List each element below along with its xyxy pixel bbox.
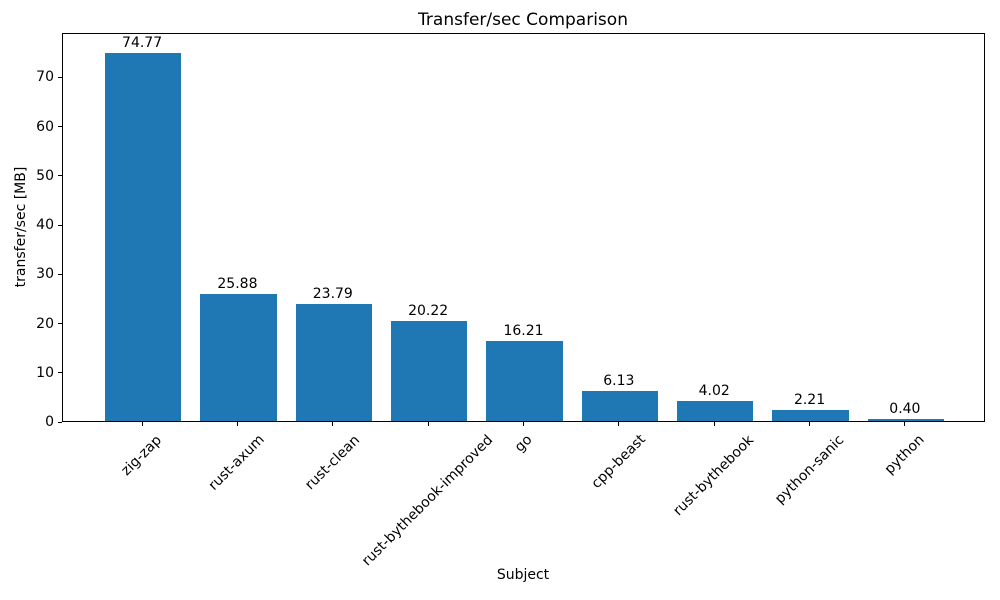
bar-value-label: 6.13 [603,372,635,389]
y-tick-mark [58,76,62,78]
x-tick-label: rust-clean [301,431,363,493]
y-tick-label: 60 [36,118,54,135]
bar-go [486,341,563,421]
x-axis-label: Subject [496,567,550,583]
bar-rust-clean [295,303,372,421]
bar-rust-bythebook-improved [391,321,468,421]
x-tick-mark [809,422,811,426]
y-tick-mark [58,273,62,275]
bar-value-label: 2.21 [793,392,826,409]
bar-cpp-beast [581,390,658,421]
x-tick-label: go [511,431,535,456]
bar-value-label: 4.02 [698,383,730,400]
x-tick-mark [332,422,334,426]
bar-value-label: 16.21 [503,323,544,340]
x-tick-label: rust-axum [206,432,269,495]
y-tick-mark [58,323,62,325]
y-tick-label: 0 [45,414,54,430]
x-tick-mark [618,422,620,426]
y-tick-mark [58,224,62,226]
x-tick-label: rust-bythebook [670,432,758,519]
x-tick-mark [904,422,906,426]
y-tick-mark [58,421,62,423]
x-tick-label: python [881,431,928,478]
x-tick-mark [236,422,238,426]
y-tick-label: 10 [36,364,54,381]
plot-area [62,33,985,422]
bar-rust-axum [200,293,277,421]
y-tick-label: 50 [36,167,54,184]
y-tick-label: 40 [36,217,54,234]
y-tick-mark [58,175,62,177]
bar-python [867,419,945,421]
x-tick-mark [713,422,715,426]
x-tick-label: cpp-beast [588,431,649,493]
bar-value-label: 74.77 [122,34,163,51]
y-tick-label: 20 [36,315,54,332]
bar-rust-bythebook [677,401,754,421]
chart-title: Transfer/sec Comparison [418,10,628,30]
y-tick-label: 70 [36,69,54,86]
bar-value-label: 25.88 [217,275,258,292]
x-tick-mark [427,422,429,426]
bar-value-label: 20.22 [408,303,449,320]
bar-value-label: 0.40 [889,401,921,418]
bar-python-sanic [772,410,849,421]
x-tick-mark [141,422,143,426]
bar-zig-zap [104,52,182,421]
x-tick-label: zig-zap [118,431,166,479]
y-tick-mark [58,126,62,128]
y-tick-label: 30 [36,266,54,283]
x-tick-label: rust-bythebook-improved [359,431,497,570]
y-tick-mark [58,372,62,374]
x-tick-mark [523,422,524,426]
bar-value-label: 23.79 [312,285,353,302]
x-tick-label: python-sanic [771,431,847,508]
